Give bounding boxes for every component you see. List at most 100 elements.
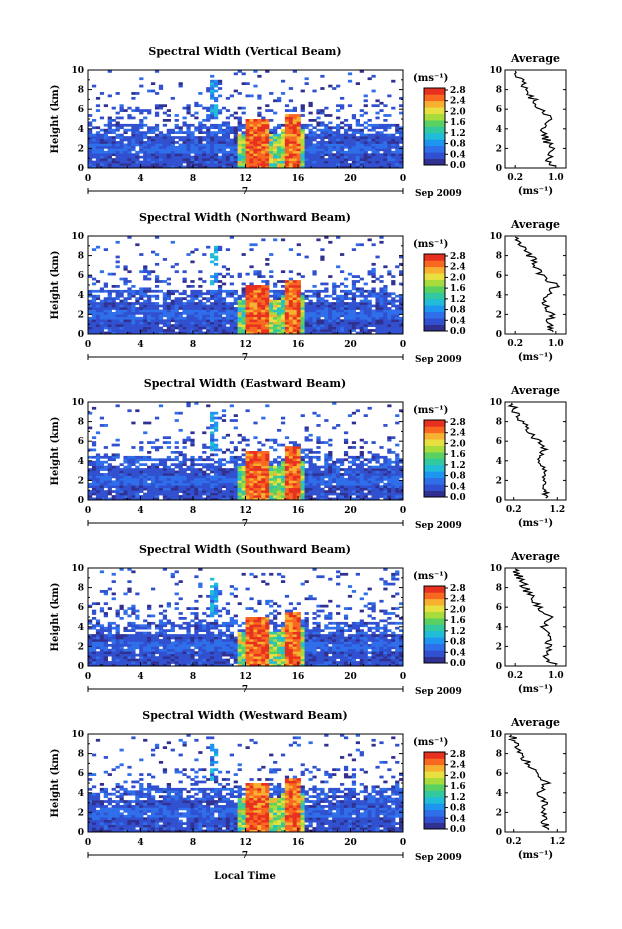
heatmap-cell: [214, 280, 219, 283]
heatmap-cell: [95, 453, 101, 457]
heatmap-cell: [233, 446, 238, 449]
heatmap-cell: [229, 163, 234, 166]
heatmap-cell: [351, 314, 357, 318]
heatmap-cell: [131, 160, 136, 164]
heatmap-cell: [383, 311, 388, 315]
heatmap-cell: [123, 299, 128, 303]
heatmap-cell: [107, 289, 112, 293]
heatmap-cell: [139, 470, 144, 474]
heatmap-cell: [111, 302, 116, 305]
heatmap-cell: [119, 136, 124, 139]
heatmap-cell: [383, 424, 388, 427]
heatmap-cell: [210, 282, 215, 286]
heatmap-cell: [359, 485, 364, 489]
heatmap-cell: [123, 311, 128, 315]
heatmap-cell: [308, 133, 313, 137]
heatmap-cell: [88, 123, 93, 127]
heatmap-cell: [296, 482, 301, 486]
heatmap-cell: [166, 143, 171, 147]
heatmap-cell: [387, 309, 392, 313]
heatmap-cell: [300, 463, 305, 466]
average-frame: [504, 69, 567, 169]
heatmap-cell: [371, 280, 376, 283]
heatmap-cell: [174, 321, 179, 325]
heatmap-cell: [107, 465, 112, 469]
heatmap-cell: [162, 145, 168, 149]
heatmap-cell: [158, 470, 164, 474]
heatmap-cell: [95, 321, 101, 325]
heatmap-cell: [363, 475, 368, 479]
heatmap-cell: [217, 309, 223, 313]
heatmap-cell: [88, 294, 93, 298]
colorbar-swatch: [424, 477, 445, 485]
heatmap-cell: [99, 307, 105, 310]
heatmap-cell: [316, 158, 321, 161]
heatmap-cell: [95, 490, 101, 493]
heatmap-cell: [115, 326, 120, 330]
heatmap-cell: [316, 436, 321, 440]
heatmap-cell: [343, 285, 349, 288]
heatmap-cell: [143, 307, 148, 310]
heatmap-cell: [178, 165, 183, 169]
heatmap-cell: [206, 106, 211, 110]
heatmap-cell: [269, 321, 274, 325]
heatmap-cell: [261, 495, 266, 498]
heatmap-cell: [229, 455, 234, 459]
heatmap-cell: [182, 155, 187, 159]
heatmap-cell: [300, 309, 305, 313]
heatmap-cell: [214, 153, 219, 157]
heatmap-cell: [178, 82, 183, 85]
heatmap-cell: [225, 292, 231, 296]
heatmap-cell: [371, 289, 376, 293]
heatmap-cell: [328, 131, 333, 134]
heatmap-cell: [170, 470, 175, 474]
heatmap-cell: [214, 485, 219, 489]
heatmap-cell: [261, 150, 266, 154]
heatmap-cell: [131, 302, 136, 305]
heatmap-cell: [225, 141, 231, 144]
heatmap-cell: [288, 145, 294, 149]
heatmap-cell: [280, 475, 286, 479]
heatmap-cell: [340, 297, 345, 300]
heatmap-cell: [320, 487, 325, 491]
heatmap-cell: [186, 106, 191, 110]
heatmap-cell: [367, 492, 372, 496]
heatmap-cell: [265, 465, 270, 469]
heatmap-cell: [300, 319, 305, 323]
heatmap-cell: [174, 485, 179, 489]
heatmap-cell: [288, 270, 294, 274]
heatmap-cell: [214, 138, 219, 142]
heatmap-cell: [328, 309, 333, 313]
heatmap-cell: [241, 436, 246, 440]
heatmap-cell: [351, 458, 357, 462]
heatmap-cell: [88, 475, 93, 479]
heatmap-cell: [292, 455, 297, 459]
heatmap-cell: [265, 148, 270, 152]
heatmap-cell: [273, 309, 278, 313]
heatmap-cell: [139, 123, 144, 127]
colorbar-swatch: [424, 158, 445, 166]
heatmap-cell: [340, 138, 345, 142]
heatmap-cell: [383, 331, 388, 335]
heatmap-cell: [387, 136, 392, 139]
heatmap-cell: [336, 470, 341, 474]
heatmap-cell: [292, 163, 297, 166]
heatmap-cell: [158, 84, 164, 88]
heatmap-cell: [186, 485, 191, 489]
heatmap-cell: [103, 468, 108, 471]
heatmap-cell: [312, 319, 317, 323]
heatmap-cell: [166, 490, 171, 493]
heatmap-cell: [237, 158, 242, 161]
heatmap-cell: [300, 490, 305, 493]
heatmap-cell: [162, 470, 168, 474]
heatmap-cell: [166, 465, 171, 469]
heatmap-cell: [143, 292, 148, 296]
heatmap-cell: [387, 143, 392, 147]
heatmap-cell: [351, 275, 357, 278]
heatmap-cell: [210, 138, 215, 142]
heatmap-cell: [288, 123, 294, 127]
heatmap-cell: [107, 492, 112, 496]
heatmap-cell: [198, 104, 203, 108]
heatmap-cell: [395, 421, 400, 425]
heatmap-cell: [261, 165, 266, 169]
